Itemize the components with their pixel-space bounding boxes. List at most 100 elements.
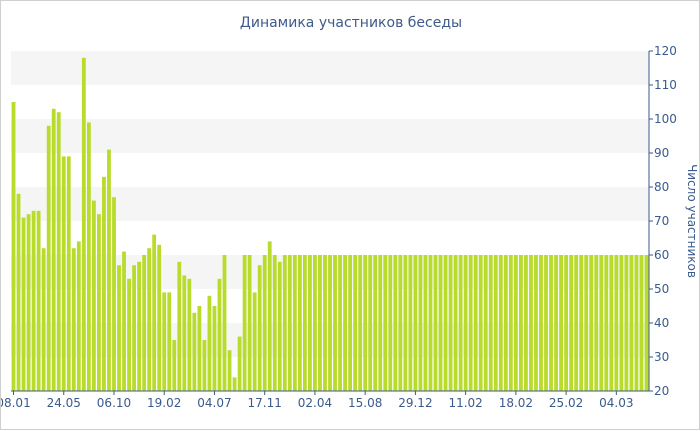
y-tick-label: 70 <box>654 214 669 228</box>
bar <box>167 292 172 391</box>
bar <box>624 255 629 391</box>
bar <box>157 244 162 391</box>
bar <box>554 255 558 391</box>
bar <box>478 255 483 391</box>
bar <box>544 255 548 391</box>
bar <box>257 265 262 391</box>
bar <box>11 102 16 391</box>
bar <box>358 255 363 391</box>
x-tick-label: 24.05 <box>47 396 81 410</box>
grid-band <box>11 119 649 153</box>
bar <box>16 193 21 391</box>
x-tick-label: 11.02 <box>448 396 482 410</box>
bar <box>227 350 232 391</box>
bar <box>458 255 463 391</box>
bar <box>644 255 649 391</box>
x-tick-label: 18.02 <box>499 396 533 410</box>
bar <box>177 261 182 391</box>
bar <box>483 255 488 391</box>
bar <box>333 255 337 391</box>
bar <box>197 306 202 391</box>
x-tick-label: 19.02 <box>147 396 181 410</box>
bar <box>579 255 584 391</box>
bar <box>453 255 458 391</box>
bar <box>313 255 317 391</box>
bar <box>297 255 302 391</box>
bar <box>247 255 252 391</box>
grid-band <box>11 187 649 221</box>
y-tick-label: 100 <box>654 112 677 126</box>
bar <box>634 255 639 391</box>
y-tick-label: 90 <box>654 146 669 160</box>
bar <box>277 261 282 391</box>
bar <box>86 122 91 392</box>
bar <box>267 241 272 391</box>
bar <box>569 255 574 391</box>
bar <box>187 278 192 391</box>
bar <box>21 217 26 391</box>
bar <box>418 255 423 391</box>
bar <box>639 255 644 391</box>
bar <box>102 176 106 391</box>
bar <box>56 112 61 391</box>
bar <box>443 255 448 391</box>
bar <box>373 255 378 391</box>
bar <box>383 255 388 391</box>
bar <box>619 255 624 391</box>
bar <box>363 255 368 391</box>
bar <box>252 292 257 391</box>
bar <box>348 255 353 391</box>
bar <box>302 255 307 391</box>
bar <box>212 306 217 391</box>
bar <box>433 255 438 391</box>
y-axis-title: Число участников <box>685 164 699 278</box>
bar <box>192 312 197 391</box>
grid-band <box>11 51 649 85</box>
y-tick-label: 110 <box>654 78 677 92</box>
bar <box>232 377 237 391</box>
bar <box>36 210 41 391</box>
bar <box>182 275 187 391</box>
bar <box>97 214 101 391</box>
bar <box>76 241 81 391</box>
bar <box>398 255 403 391</box>
bar <box>66 156 71 391</box>
bar <box>122 251 126 391</box>
bar <box>152 234 157 391</box>
x-tick-labels: 08.01 24.05 06.10 19.02 04.07 17.11 02.04 15.08… <box>1 396 634 410</box>
y-tick-label: 20 <box>654 384 669 398</box>
bar <box>318 255 322 391</box>
bar <box>503 255 508 391</box>
bar <box>549 255 553 391</box>
bar <box>328 255 332 391</box>
x-tick-label: 08.01 <box>1 396 31 410</box>
x-tick-label: 17.11 <box>248 396 282 410</box>
bar <box>463 255 468 391</box>
bar <box>609 255 614 391</box>
bar <box>287 255 292 391</box>
bar <box>147 248 152 391</box>
bar <box>31 210 36 391</box>
bar <box>604 255 609 391</box>
bar <box>599 255 604 391</box>
x-tick-label: 25.02 <box>549 396 583 410</box>
bar <box>498 255 503 391</box>
bar <box>343 255 347 391</box>
bar <box>61 156 66 391</box>
bar <box>614 255 619 391</box>
y-tick-label: 60 <box>654 248 669 262</box>
bars <box>11 57 649 392</box>
bar <box>272 255 277 391</box>
y-tick-label: 120 <box>654 44 677 58</box>
bar <box>202 340 207 391</box>
bar <box>117 265 121 391</box>
bar <box>448 255 453 391</box>
x-tick-label: 06.10 <box>97 396 131 410</box>
bar <box>323 255 327 391</box>
bar <box>559 255 563 391</box>
bar <box>91 200 96 391</box>
bar <box>534 255 538 391</box>
y-tick-labels: 20 30 40 50 60 70 80 90 100 110 120 <box>654 44 677 398</box>
bar <box>403 255 408 391</box>
